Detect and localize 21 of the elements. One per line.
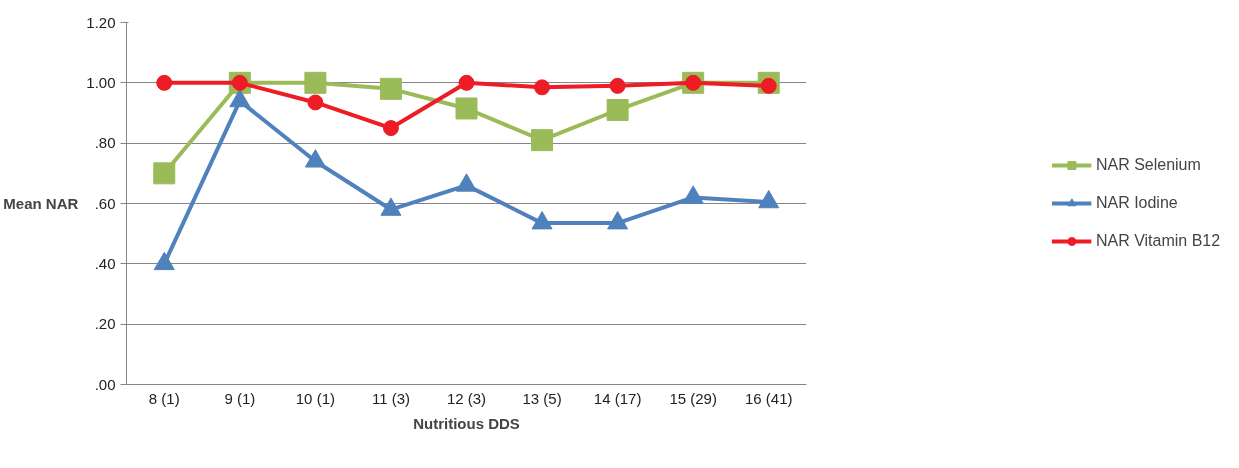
y-tick-label: .40 bbox=[94, 254, 116, 272]
x-tick-label: 16 (41) bbox=[744, 389, 793, 407]
y-tick-label: 1.00 bbox=[86, 73, 116, 91]
x-tick-label: 9 (1) bbox=[224, 389, 256, 407]
legend-label: NAR Vitamin B12 bbox=[1095, 232, 1221, 250]
y-axis-title: Mean NAR bbox=[3, 195, 79, 212]
legend-label: NAR Selenium bbox=[1095, 156, 1201, 174]
y-tick-label: .20 bbox=[94, 315, 116, 333]
y-tick-label: .80 bbox=[94, 134, 116, 152]
y-tick-label: .00 bbox=[94, 375, 116, 393]
x-tick-label: 14 (17) bbox=[593, 389, 642, 407]
x-tick-label: 12 (3) bbox=[446, 389, 487, 407]
x-tick-label: 13 (5) bbox=[522, 389, 562, 407]
x-tick-label: 8 (1) bbox=[148, 389, 180, 407]
x-axis-title: Nutritious DDS bbox=[413, 414, 520, 432]
x-tick-label: 15 (29) bbox=[669, 389, 717, 407]
y-tick-label: .60 bbox=[94, 194, 116, 212]
x-tick-label: 11 (3) bbox=[371, 389, 410, 407]
x-tick-label: 10 (1) bbox=[295, 389, 335, 407]
y-tick-label: 1.20 bbox=[86, 13, 116, 31]
legend-label: NAR Iodine bbox=[1095, 194, 1178, 212]
